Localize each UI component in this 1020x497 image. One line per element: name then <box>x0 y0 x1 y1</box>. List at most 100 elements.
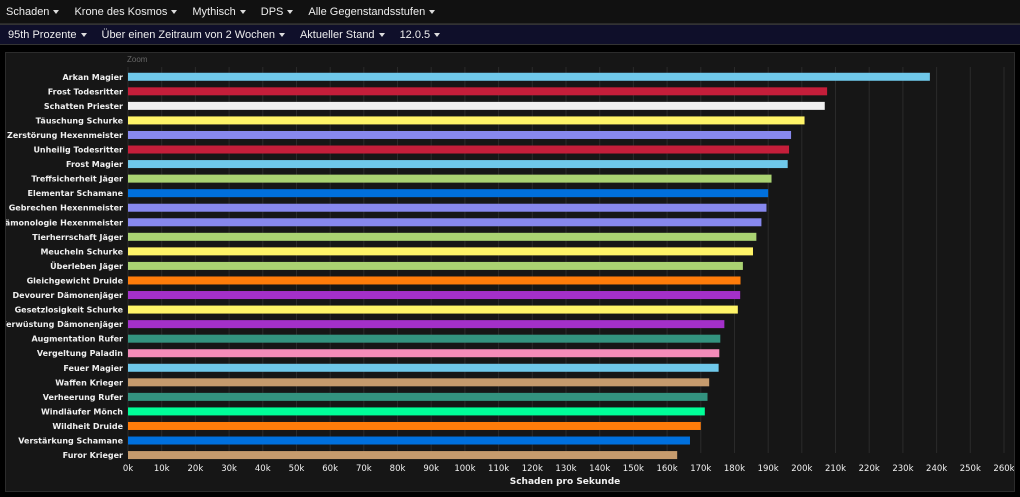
bar[interactable] <box>128 407 705 416</box>
x-tick-label: 10k <box>154 464 170 474</box>
category-label: Windläufer Mönch <box>41 407 123 416</box>
category-label: Verwüstung Dämonenjäger <box>6 320 123 329</box>
bar[interactable] <box>128 101 825 110</box>
filter-bar-secondary: 95th Prozente Über einen Zeitraum von 2 … <box>0 24 1020 45</box>
bar[interactable] <box>128 378 710 387</box>
x-tick-label: 180k <box>724 464 745 474</box>
x-tick-label: 80k <box>390 464 406 474</box>
chevron-down-icon <box>239 9 246 14</box>
chevron-down-icon <box>278 32 285 37</box>
filter-difficulty-dropdown[interactable]: Mythisch <box>192 6 246 18</box>
category-label: Frost Todesritter <box>48 87 123 96</box>
x-tick-label: 210k <box>825 464 846 474</box>
x-tick-label: 240k <box>926 464 947 474</box>
category-label: Furor Krieger <box>63 451 123 460</box>
filter-role-label: DPS <box>260 5 284 18</box>
category-label: Frost Magier <box>66 160 123 169</box>
category-labels: Arkan Magier Frost Todesritter Schatten Pr… <box>6 73 124 460</box>
chevron-down-icon <box>378 32 385 37</box>
category-label: Gebrechen Hexenmeister <box>9 204 123 213</box>
bar[interactable] <box>128 320 725 329</box>
x-tick-label: 70k <box>356 464 372 474</box>
bar[interactable] <box>128 349 720 358</box>
filter-timeframe-label: Über einen Zeitraum von 2 Wochen <box>101 28 275 41</box>
filter-itemlevel-dropdown[interactable]: Alle Gegenstandsstufen <box>308 6 436 18</box>
category-label: Devourer Dämonenjäger <box>13 291 124 300</box>
x-tick-label: 140k <box>589 464 610 474</box>
chart-panel: Arkan Magier Frost Todesritter Schatten Pr… <box>5 52 1015 492</box>
x-tick-label: 250k <box>960 464 981 474</box>
bar[interactable] <box>128 261 743 270</box>
category-label: Verheerung Rufer <box>43 393 123 402</box>
category-label: Wildheit Druide <box>52 422 123 431</box>
x-tick-labels: 0k 10k 20k 30k 40k 50k 60k 70k 80k 90k 100k 110k 120… <box>123 464 1014 474</box>
bar[interactable] <box>128 130 792 139</box>
category-label: Vergeltung Paladin <box>37 349 123 358</box>
bar[interactable] <box>128 247 753 256</box>
bar[interactable] <box>128 160 788 169</box>
filter-percentile-dropdown[interactable]: 95th Prozente <box>8 29 87 41</box>
x-tick-label: 230k <box>892 464 913 474</box>
category-label: Überleben Jäger <box>50 261 123 271</box>
bar[interactable] <box>128 436 690 445</box>
category-label: Treffsicherheit Jäger <box>31 175 123 184</box>
zoom-label[interactable]: Zoom <box>127 55 148 64</box>
category-label: Unheilig Todesritter <box>33 146 123 155</box>
filter-role-dropdown[interactable]: DPS <box>261 6 294 18</box>
bar[interactable] <box>128 334 721 343</box>
x-tick-label: 110k <box>488 464 509 474</box>
category-label: Feuer Magier <box>63 364 123 373</box>
chevron-down-icon <box>53 9 60 14</box>
bar[interactable] <box>128 145 790 154</box>
x-tick-label: 200k <box>791 464 812 474</box>
x-tick-label: 20k <box>188 464 204 474</box>
filter-raid-dropdown[interactable]: Krone des Kosmos <box>74 5 178 18</box>
x-tick-label: 170k <box>690 464 711 474</box>
filter-metric-label: Schaden <box>6 5 50 18</box>
dps-bar-chart: Arkan Magier Frost Todesritter Schatten Pr… <box>6 67 1014 487</box>
bar[interactable] <box>128 276 741 285</box>
category-label: Arkan Magier <box>62 73 123 82</box>
filter-state-dropdown[interactable]: Aktueller Stand <box>300 29 385 41</box>
bar[interactable] <box>128 189 769 198</box>
x-tick-label: 130k <box>555 464 576 474</box>
x-tick-label: 40k <box>255 464 271 474</box>
x-tick-label: 50k <box>289 464 305 474</box>
bar[interactable] <box>128 174 772 183</box>
x-tick-label: 220k <box>859 464 880 474</box>
x-tick-label: 0k <box>123 464 133 474</box>
category-label: Tierherrschaft Jäger <box>32 233 123 242</box>
x-axis-title: Schaden pro Sekunde <box>510 477 621 487</box>
category-label: Schatten Priester <box>44 102 123 111</box>
x-tick-label: 150k <box>623 464 644 474</box>
category-label: Gleichgewicht Druide <box>27 276 124 285</box>
filter-timeframe-dropdown[interactable]: Über einen Zeitraum von 2 Wochen <box>102 29 285 41</box>
bar[interactable] <box>128 421 701 430</box>
filter-metric-dropdown[interactable]: Schaden <box>6 5 60 18</box>
bar[interactable] <box>128 232 757 241</box>
x-tick-label: 90k <box>423 464 439 474</box>
category-label: Verstärkung Schamane <box>18 437 123 446</box>
filter-patch-dropdown[interactable]: 12.0.5 <box>400 29 441 41</box>
chevron-down-icon <box>429 9 436 14</box>
bar[interactable] <box>128 116 805 125</box>
x-tick-label: 190k <box>758 464 779 474</box>
category-label: Elementar Schamane <box>28 189 124 198</box>
category-label: Dämonologie Hexenmeister <box>6 218 123 227</box>
category-label: Meucheln Schurke <box>40 247 123 256</box>
bar[interactable] <box>128 305 738 314</box>
filter-patch-label: 12.0.5 <box>399 28 431 41</box>
category-label: Waffen Krieger <box>55 378 123 387</box>
bar[interactable] <box>128 392 708 401</box>
bar[interactable] <box>128 451 678 460</box>
chevron-down-icon <box>287 9 294 14</box>
filter-raid-label: Krone des Kosmos <box>74 5 168 18</box>
bar[interactable] <box>128 291 741 300</box>
category-label: Augmentation Rufer <box>31 335 123 344</box>
bar[interactable] <box>128 218 762 227</box>
bar[interactable] <box>128 72 930 81</box>
bar[interactable] <box>128 87 828 96</box>
bar[interactable] <box>128 203 767 212</box>
x-tick-label: 100k <box>454 464 475 474</box>
bar[interactable] <box>128 363 719 372</box>
